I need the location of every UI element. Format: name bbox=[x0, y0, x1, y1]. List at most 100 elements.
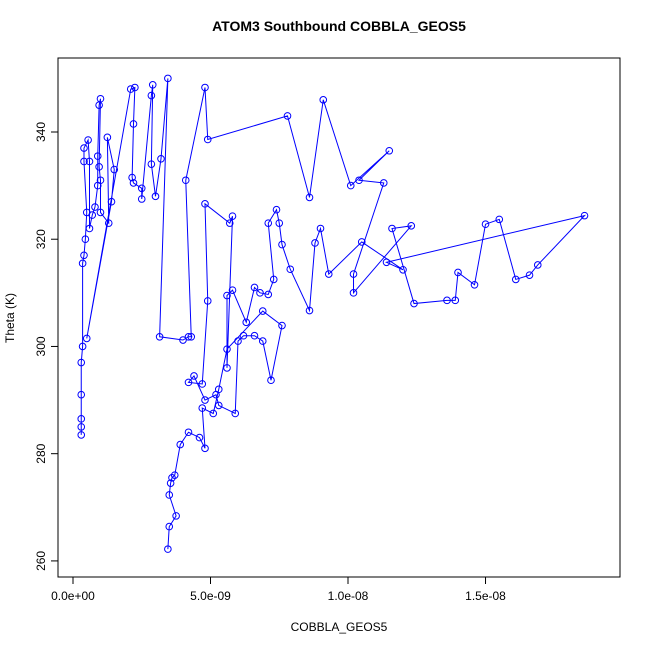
data-point bbox=[88, 211, 97, 219]
data-point bbox=[355, 176, 363, 185]
data-point bbox=[129, 120, 138, 128]
data-point bbox=[198, 404, 207, 412]
data-point bbox=[228, 286, 237, 294]
data-point bbox=[305, 306, 314, 315]
y-tick-label: 280 bbox=[34, 443, 48, 463]
data-point bbox=[184, 333, 193, 341]
data-point bbox=[264, 219, 273, 227]
data-point bbox=[382, 258, 391, 267]
data-point bbox=[157, 154, 165, 163]
data-point bbox=[258, 307, 267, 315]
data-point bbox=[407, 222, 416, 230]
data-point bbox=[580, 211, 589, 220]
data-point bbox=[195, 433, 204, 442]
y-tick-label: 260 bbox=[34, 551, 48, 571]
data-point bbox=[346, 181, 355, 190]
data-point bbox=[137, 184, 146, 193]
data-point bbox=[187, 333, 196, 341]
data-point bbox=[324, 270, 333, 278]
data-point bbox=[126, 85, 135, 93]
data-point bbox=[81, 235, 90, 244]
data-point bbox=[201, 396, 209, 404]
data-point bbox=[209, 409, 218, 418]
data-point bbox=[164, 74, 172, 83]
data-point bbox=[184, 378, 193, 387]
data-point bbox=[258, 337, 267, 345]
data-point bbox=[103, 133, 112, 142]
data-point bbox=[231, 409, 240, 418]
data-point bbox=[239, 331, 248, 340]
data-point bbox=[256, 289, 264, 297]
data-point bbox=[96, 176, 105, 185]
data-point bbox=[319, 96, 328, 104]
x-axis-label: COBBLA_GEOS5 bbox=[291, 620, 388, 634]
data-point bbox=[470, 280, 479, 289]
data-point bbox=[223, 345, 231, 353]
data-point bbox=[129, 179, 138, 187]
data-point bbox=[286, 265, 295, 274]
data-point bbox=[77, 423, 86, 431]
data-point bbox=[223, 364, 231, 372]
chart-title: ATOM3 Southbound COBBLA_GEOS5 bbox=[212, 18, 466, 34]
data-point bbox=[198, 380, 207, 388]
data-point bbox=[77, 415, 86, 423]
data-point bbox=[165, 522, 174, 531]
data-point bbox=[267, 376, 275, 385]
data-point bbox=[272, 205, 281, 214]
data-point bbox=[264, 290, 273, 299]
data-point bbox=[190, 372, 198, 380]
data-point bbox=[85, 157, 94, 166]
data-point bbox=[93, 152, 102, 160]
data-point bbox=[203, 135, 212, 144]
data-point bbox=[223, 291, 231, 300]
data-point bbox=[283, 112, 292, 120]
data-point bbox=[242, 318, 251, 327]
data-point bbox=[481, 220, 490, 229]
data-point bbox=[349, 270, 358, 278]
data-point bbox=[388, 224, 396, 233]
data-point bbox=[225, 219, 234, 227]
data-point bbox=[443, 296, 451, 305]
x-tick-label: 1.0e-08 bbox=[328, 589, 369, 603]
data-point bbox=[166, 479, 175, 487]
data-point bbox=[137, 195, 146, 203]
data-point bbox=[110, 165, 119, 174]
data-point bbox=[181, 176, 190, 185]
data-point bbox=[454, 268, 462, 277]
data-point bbox=[275, 219, 284, 227]
data-point bbox=[385, 146, 394, 155]
series-line bbox=[80, 78, 587, 550]
data-point bbox=[96, 208, 105, 217]
y-tick-label: 340 bbox=[34, 122, 48, 142]
data-point bbox=[147, 160, 156, 168]
data-point bbox=[82, 334, 91, 343]
data-point bbox=[151, 192, 160, 201]
y-tick-label: 300 bbox=[34, 336, 48, 356]
data-point bbox=[77, 390, 86, 399]
data-point bbox=[379, 179, 388, 187]
data-point bbox=[311, 239, 319, 247]
data-point bbox=[495, 215, 504, 224]
data-point bbox=[214, 385, 223, 394]
data-point bbox=[172, 512, 180, 520]
data-point bbox=[533, 261, 542, 269]
data-point bbox=[104, 219, 113, 227]
data-point bbox=[278, 321, 286, 330]
data-point bbox=[77, 431, 86, 439]
data-point bbox=[349, 289, 358, 297]
data-point bbox=[451, 296, 460, 305]
data-point bbox=[316, 224, 325, 233]
data-point bbox=[80, 251, 88, 260]
data-point bbox=[305, 193, 314, 202]
y-tick-label: 320 bbox=[34, 229, 48, 249]
data-point bbox=[357, 238, 366, 246]
data-point bbox=[201, 83, 209, 92]
data-point bbox=[96, 94, 105, 103]
data-point bbox=[148, 81, 157, 89]
data-point bbox=[91, 203, 99, 211]
data-point bbox=[228, 212, 237, 220]
data-point bbox=[131, 83, 139, 92]
data-point bbox=[95, 163, 103, 171]
